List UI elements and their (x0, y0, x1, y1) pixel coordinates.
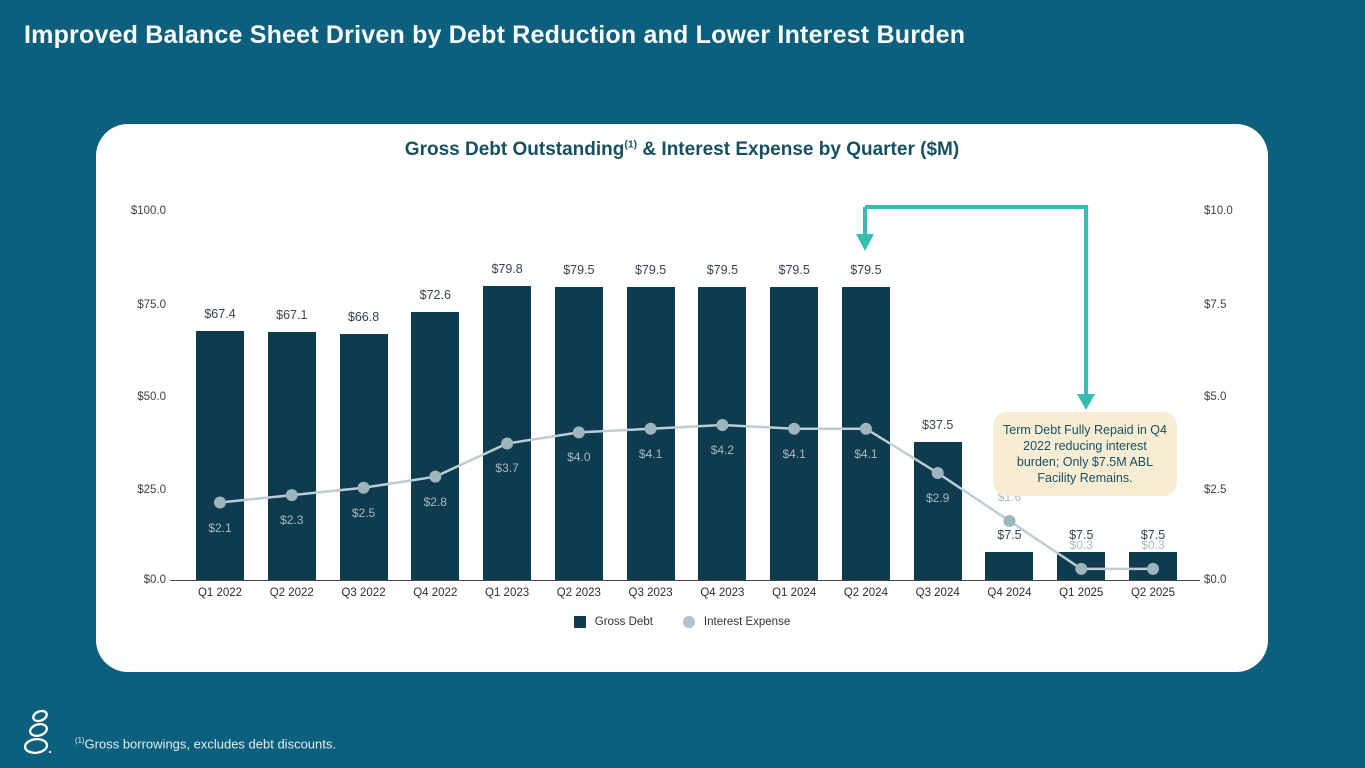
chart-title-main: Gross Debt Outstanding (404, 139, 625, 160)
line-point-marker (1003, 514, 1016, 527)
line-value-label: $0.3 (1069, 537, 1093, 552)
bar (1057, 552, 1106, 580)
x-axis-label: Q3 2023 (628, 587, 673, 599)
bar-value-label: $79.5 (706, 262, 739, 277)
line-value-label: $2.8 (423, 494, 447, 509)
line-value-label: $2.5 (351, 505, 376, 520)
left-axis-tick: $50.0 (137, 391, 166, 403)
slide-title: Improved Balance Sheet Driven by Debt Re… (24, 21, 966, 49)
bar (913, 441, 962, 580)
x-axis-label: Q2 2024 (843, 587, 888, 599)
bar-value-label: $66.8 (347, 309, 380, 324)
interest-expense-swatch-icon (682, 616, 695, 628)
bar (483, 285, 532, 580)
x-axis-label: Q1 2025 (1059, 587, 1104, 599)
left-axis-tick: $25.0 (137, 484, 166, 496)
left-axis-tick: $100.0 (130, 205, 166, 217)
right-axis-tick: $2.5 (1204, 484, 1227, 496)
bar-value-label: $79.5 (634, 262, 667, 277)
legend-item-interest-expense: Interest Expense (682, 616, 791, 628)
right-axis-tick: $0.0 (1204, 574, 1227, 586)
bar-value-label: $37.5 (922, 417, 954, 432)
x-axis-label: Q4 2024 (987, 587, 1032, 599)
stacked-stones-logo-icon (23, 709, 52, 755)
bar-value-label: $79.5 (778, 262, 810, 277)
x-axis-label: Q4 2022 (413, 587, 458, 599)
plot-area: $100.0 $75.0 $50.0 $25.0 $0.0 $10.0 $7.5 $5.0 $2… (96, 124, 1268, 672)
bar-value-label: $79.5 (563, 262, 595, 277)
right-axis-tick: $5.0 (1204, 391, 1227, 403)
bar-value-label: $79.5 (850, 262, 882, 277)
line-value-label: $4.0 (567, 450, 591, 465)
left-axis-tick: $0.0 (143, 574, 166, 586)
x-axis-label: Q2 2022 (269, 587, 314, 599)
bar (985, 552, 1034, 580)
line-value-label: $3.7 (495, 461, 519, 476)
bar (411, 312, 460, 580)
line-value-label: $0.3 (1141, 537, 1165, 552)
chart-title-superscript: (1) (624, 139, 638, 151)
bar (267, 332, 316, 580)
line-value-label: $4.2 (710, 443, 735, 458)
footnote-text: Gross borrowings, excludes debt discount… (84, 736, 336, 752)
bar (339, 333, 388, 580)
legend-label-interest-expense: Interest Expense (703, 616, 791, 628)
right-axis-tick: $10.0 (1204, 205, 1233, 217)
x-axis-label: Q3 2024 (915, 587, 960, 599)
gross-debt-swatch-icon (573, 616, 586, 628)
line-value-label: $4.1 (854, 446, 878, 461)
chart-title: Gross Debt Outstanding(1) & Interest Exp… (96, 139, 1268, 161)
bar (626, 286, 675, 580)
bar-value-label: $67.1 (276, 308, 308, 323)
bar (770, 286, 819, 580)
line-value-label: $4.1 (782, 446, 806, 461)
bar-value-label: $79.8 (491, 261, 523, 276)
line-value-label: $2.3 (280, 513, 304, 528)
legend-item-gross-debt: Gross Debt (573, 616, 653, 628)
line-value-label: $2.1 (208, 520, 232, 535)
line-value-label: $2.9 (926, 490, 950, 505)
bar (554, 286, 603, 580)
chart-title-rest: & Interest Expense by Quarter ($M) (637, 139, 960, 160)
footnote: (1)Gross borrowings, excludes debt disco… (75, 736, 336, 751)
x-axis-label: Q2 2023 (556, 587, 601, 599)
bar (698, 286, 747, 580)
bar (196, 331, 244, 580)
bar-value-label: $67.4 (204, 307, 236, 322)
legend-label-gross-debt: Gross Debt (594, 616, 653, 628)
bar-value-label: $72.6 (419, 288, 451, 303)
bar (1129, 552, 1177, 580)
x-axis-label: Q1 2023 (485, 587, 530, 599)
left-axis-tick: $75.0 (137, 299, 166, 311)
x-axis-label: Q3 2022 (341, 587, 386, 599)
line-value-label: $4.1 (638, 446, 663, 461)
x-axis-label: Q1 2022 (197, 587, 243, 599)
bar (841, 286, 890, 580)
chart-card: Gross Debt Outstanding(1) & Interest Exp… (96, 124, 1268, 672)
x-axis-line (170, 580, 1200, 581)
annotation-callout: Term Debt Fully Repaid in Q4 2022 reduci… (993, 412, 1177, 496)
x-axis-label: Q2 2025 (1130, 587, 1176, 599)
footnote-superscript: (1) (75, 736, 85, 745)
right-axis-tick: $7.5 (1204, 299, 1227, 311)
bar-value-label: $7.5 (997, 528, 1022, 543)
chart-legend: Gross Debt Interest Expense (96, 616, 1268, 628)
x-axis-label: Q4 2023 (700, 587, 745, 599)
x-axis-label: Q1 2024 (772, 587, 817, 599)
